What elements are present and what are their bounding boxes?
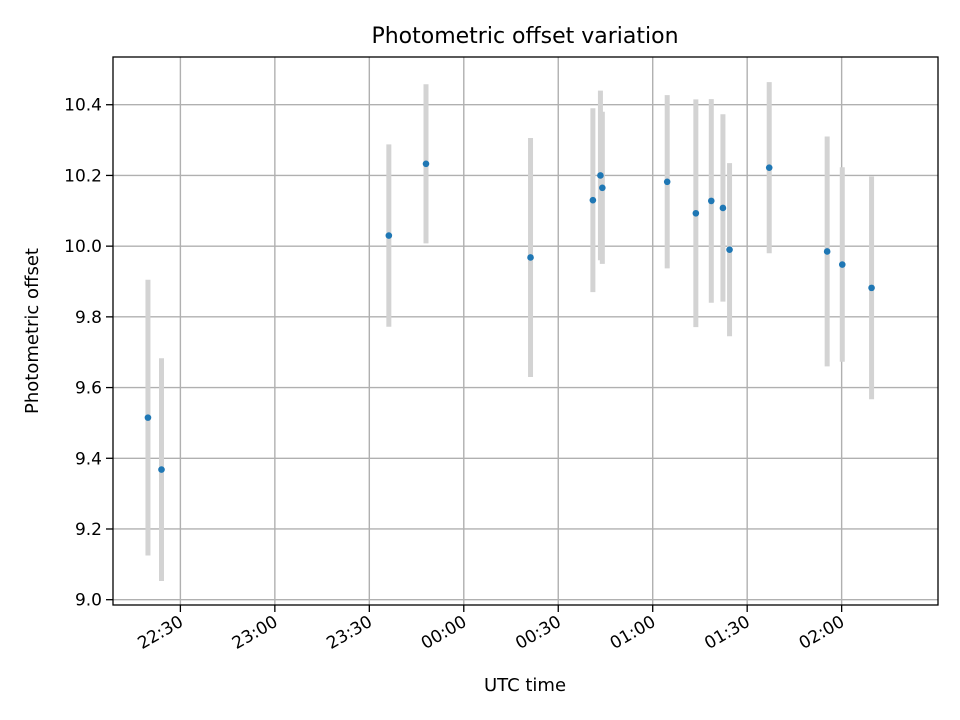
data-point bbox=[422, 160, 430, 168]
data-point bbox=[726, 246, 733, 253]
data-point bbox=[599, 184, 606, 192]
y-tick-label: 10.4 bbox=[64, 96, 102, 116]
y-tick-label: 9.6 bbox=[75, 379, 102, 399]
data-point bbox=[158, 466, 165, 473]
y-tick-label: 9.0 bbox=[75, 591, 102, 611]
data-point bbox=[719, 204, 727, 212]
data-point bbox=[385, 232, 393, 239]
y-tick-label: 10.0 bbox=[64, 237, 102, 257]
x-tick-label: 23:30 bbox=[323, 612, 375, 654]
x-tick-label: 00:30 bbox=[512, 612, 564, 654]
data-point bbox=[838, 261, 846, 268]
point-layer bbox=[144, 160, 875, 473]
data-point bbox=[692, 209, 700, 217]
grid-layer bbox=[113, 57, 938, 605]
x-tick-label: 00:00 bbox=[418, 612, 470, 654]
x-tick-label: 01:30 bbox=[701, 612, 753, 654]
y-tick-label: 10.2 bbox=[64, 166, 102, 186]
x-tick-label: 23:00 bbox=[229, 612, 281, 654]
x-tick-label: 02:00 bbox=[796, 612, 848, 654]
y-tick-label: 9.8 bbox=[75, 308, 102, 328]
data-point bbox=[597, 172, 604, 179]
data-point bbox=[527, 254, 534, 261]
data-point bbox=[663, 178, 671, 186]
chart-title: Photometric offset variation bbox=[371, 24, 678, 49]
x-axis-label: UTC time bbox=[484, 675, 566, 696]
errorbar-layer bbox=[145, 82, 875, 581]
data-point bbox=[765, 164, 773, 171]
y-tick-label: 9.4 bbox=[75, 449, 102, 469]
data-point bbox=[868, 284, 875, 292]
data-point bbox=[589, 196, 597, 204]
data-point bbox=[707, 197, 715, 205]
y-axis-label: Photometric offset bbox=[22, 248, 43, 414]
data-point bbox=[144, 414, 152, 421]
x-tick-label: 22:30 bbox=[134, 612, 186, 654]
plot-frame bbox=[112, 56, 939, 606]
y-tick-label: 9.2 bbox=[75, 520, 102, 540]
x-tick-label: 01:00 bbox=[607, 612, 659, 654]
data-point bbox=[823, 248, 831, 255]
